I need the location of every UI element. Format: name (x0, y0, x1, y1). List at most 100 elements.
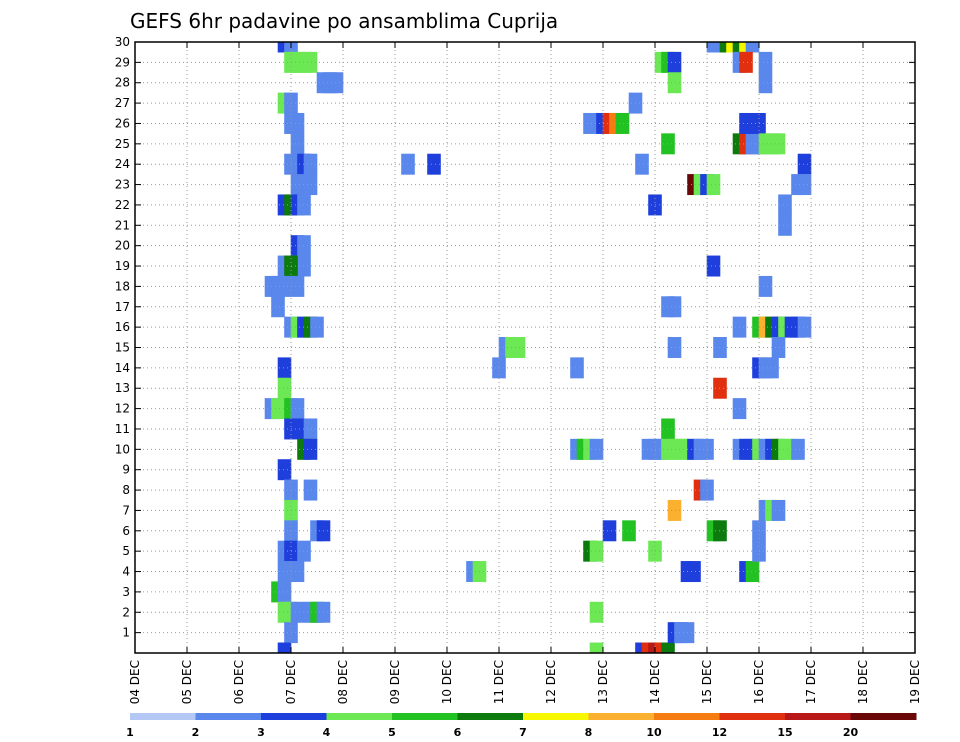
x-tick-label: 05 DEC (180, 660, 194, 704)
y-tick-label: 21 (115, 218, 130, 232)
heat-cell (797, 174, 812, 196)
colorbar-segment (850, 713, 917, 720)
x-tick-label: 17 DEC (804, 660, 818, 704)
y-tick-label: 5 (122, 544, 130, 558)
heat-cell (615, 112, 630, 134)
x-tick-label: 11 DEC (492, 660, 506, 704)
heat-cell (739, 112, 753, 134)
colorbar-label: 10 (646, 726, 662, 739)
x-tick-label: 12 DEC (544, 660, 558, 704)
y-tick-label: 16 (115, 320, 130, 334)
heat-cell (277, 377, 292, 399)
y-tick-label: 22 (115, 198, 130, 212)
heat-cell (303, 153, 318, 175)
y-tick-label: 15 (115, 341, 130, 355)
heat-cell (706, 42, 721, 53)
heat-cell (271, 398, 285, 420)
heat-cell (667, 337, 682, 358)
y-tick-label: 6 (122, 524, 130, 538)
heat-cell (570, 357, 584, 379)
heat-cell (758, 72, 773, 94)
y-tick-label: 30 (115, 35, 130, 49)
heat-cell (511, 337, 526, 358)
heat-cell (303, 438, 318, 460)
colorbar-segment (719, 713, 786, 720)
colorbar-label: 4 (323, 726, 331, 739)
colorbar-label: 5 (388, 726, 396, 739)
x-tick-label: 07 DEC (284, 660, 298, 704)
y-tick-label: 26 (115, 116, 130, 130)
heat-cell (583, 112, 597, 134)
y-tick-label: 18 (115, 279, 130, 293)
heat-cell (706, 174, 721, 196)
x-tick-label: 14 DEC (648, 660, 662, 704)
heat-cell (771, 499, 786, 521)
heat-cell (589, 601, 604, 623)
y-tick-label: 13 (115, 381, 130, 395)
heat-cell (290, 561, 305, 583)
heat-cell (797, 153, 812, 175)
colorbar-segment (326, 713, 393, 720)
y-tick-label: 25 (115, 137, 130, 151)
colorbar-label: 3 (257, 726, 265, 739)
heat-cell (667, 499, 682, 521)
heat-cell (771, 133, 786, 155)
y-tick-label: 1 (122, 626, 130, 640)
colorbar-label: 20 (843, 726, 859, 739)
x-tick-label: 18 DEC (856, 660, 870, 704)
heat-cell (622, 520, 636, 542)
heat-cell (271, 296, 285, 318)
y-tick-label: 24 (115, 157, 130, 171)
heat-cell (667, 296, 682, 318)
y-tick-label: 8 (122, 483, 130, 497)
heat-cell (635, 153, 649, 175)
colorbar-label: 15 (777, 726, 792, 739)
heat-cell (290, 133, 305, 155)
colorbar-segment (588, 713, 655, 720)
heat-cell (745, 42, 760, 53)
y-tick-label: 17 (115, 300, 130, 314)
y-tick-label: 14 (115, 361, 130, 375)
colorbar-segment (261, 713, 327, 720)
heat-cell (277, 357, 292, 379)
heat-cell (290, 112, 305, 134)
colorbar-label: 8 (585, 726, 593, 739)
cells-layer (264, 42, 812, 653)
heat-cell (778, 194, 792, 216)
heat-cell (602, 520, 617, 542)
heat-cell (290, 275, 305, 297)
x-tick-label: 10 DEC (440, 660, 454, 704)
x-tick-label: 15 DEC (700, 660, 714, 704)
y-tick-label: 9 (122, 463, 130, 477)
heat-cell (290, 601, 305, 623)
heat-cell (277, 581, 292, 603)
heat-cell (277, 275, 292, 297)
heat-cell (771, 337, 786, 358)
y-tick-label: 2 (122, 605, 130, 619)
heat-cell (706, 255, 721, 277)
y-tick-label: 29 (115, 55, 130, 69)
heat-cell (277, 459, 292, 481)
x-tick-label: 13 DEC (596, 660, 610, 704)
colorbar-label: 12 (712, 726, 727, 739)
heat-cell (778, 214, 792, 236)
colorbar-segment (195, 713, 262, 720)
colorbar-label: 7 (519, 726, 527, 739)
axis-layer: 1234567891011121314151617181920212223242… (115, 35, 922, 704)
x-tick-label: 19 DEC (908, 660, 922, 704)
heat-cell (310, 316, 324, 338)
heat-cell (797, 316, 812, 338)
y-tick-label: 27 (115, 96, 130, 110)
y-tick-label: 3 (122, 585, 130, 599)
colorbar-label: 1 (126, 726, 134, 739)
chart-title: GEFS 6hr padavine po ansamblima Cuprija (130, 9, 558, 33)
y-tick-label: 23 (115, 178, 130, 192)
heat-cell (589, 540, 604, 562)
heat-cell (667, 72, 682, 94)
heat-cell (290, 174, 305, 196)
y-tick-label: 19 (115, 259, 130, 273)
x-tick-label: 16 DEC (752, 660, 766, 704)
heat-cell (303, 418, 318, 440)
colorbar-label: 2 (192, 726, 200, 739)
